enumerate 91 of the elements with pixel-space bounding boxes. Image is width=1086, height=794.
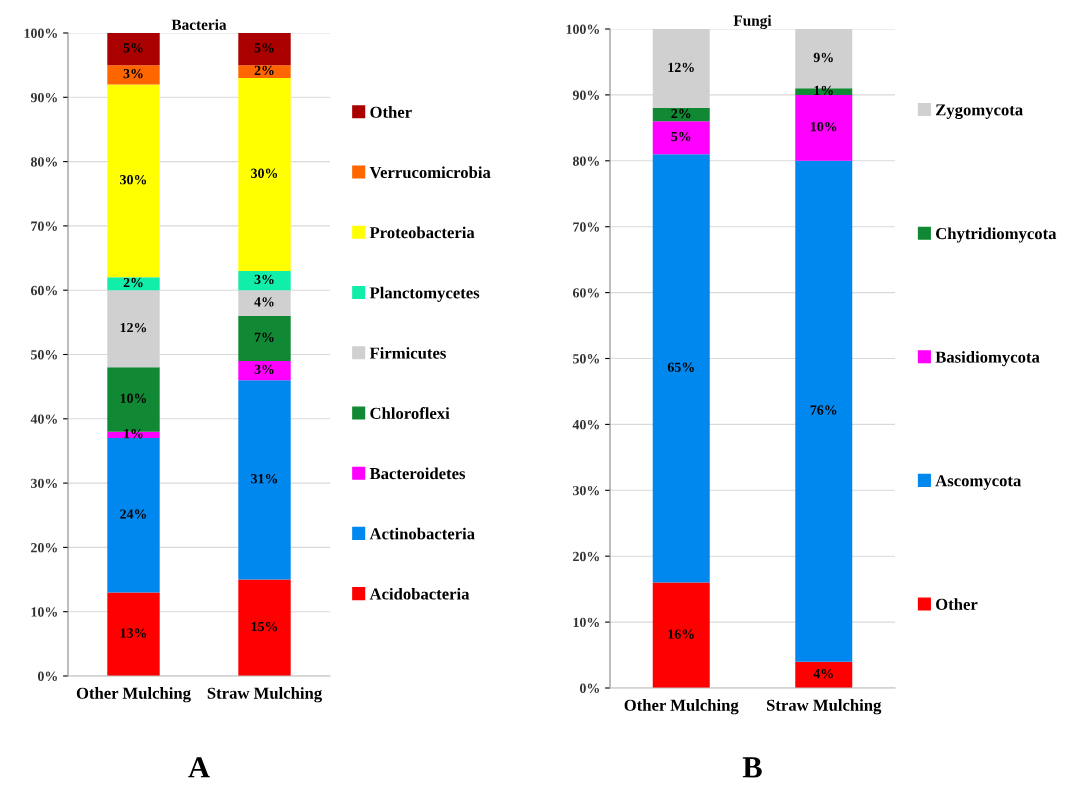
data-label: 12%: [668, 62, 694, 73]
bar: [795, 94, 853, 161]
data-label: 30%: [120, 174, 147, 185]
data-label: 2%: [671, 108, 691, 119]
y-tick-label: 50%: [31, 350, 57, 360]
legend-label: Chytridiomycota: [936, 227, 1057, 243]
data-label: 13%: [120, 628, 147, 638]
x-tick-label: Straw Mulching: [207, 687, 322, 703]
y-tick-label: 80%: [30, 157, 57, 167]
y-tick-label: 100%: [566, 24, 599, 34]
legend-label: Zygomycota: [936, 104, 1023, 119]
bar: [107, 33, 160, 66]
legend-label: Firmicutes: [369, 347, 446, 359]
y-tick-label: 90%: [30, 92, 57, 103]
data-label: 30%: [251, 168, 278, 178]
data-label: 3%: [254, 274, 274, 285]
bar: [795, 661, 853, 688]
bar: [238, 579, 291, 676]
y-tick-label: 80%: [572, 156, 599, 166]
legend-label: Other: [936, 598, 978, 610]
data-label: 2%: [123, 277, 143, 288]
legend-label: Ascomycota: [935, 475, 1022, 490]
data-label: 4%: [254, 297, 274, 307]
bar: [652, 121, 710, 155]
data-label: 3%: [254, 364, 274, 375]
legend-label: Other: [370, 106, 412, 118]
bar: [652, 154, 710, 583]
data-label: 5%: [123, 43, 143, 53]
data-label: 65%: [667, 362, 694, 372]
bar: [238, 78, 291, 271]
bar: [107, 438, 160, 593]
data-label: 5%: [671, 131, 691, 142]
bar: [795, 160, 853, 662]
data-label: 10%: [810, 121, 837, 132]
y-tick-label: 20%: [573, 551, 599, 562]
data-label: 76%: [810, 405, 837, 415]
data-label: 31%: [251, 473, 278, 484]
data-label: 2%: [254, 65, 274, 76]
bar: [238, 33, 291, 66]
y-tick-label: 60%: [30, 285, 57, 296]
bar: [652, 108, 710, 122]
y-tick-label: 30%: [31, 478, 57, 489]
bar: [238, 315, 291, 361]
x-tick-label: Other Mulching: [624, 699, 739, 715]
legend-label: Bacteroidetes: [369, 467, 466, 480]
legend-label: Chloroflexi: [370, 407, 450, 419]
legend-label: Actinobacteria: [369, 527, 475, 540]
chart-title: Fungi: [733, 15, 772, 29]
data-label: 5%: [254, 43, 274, 53]
bar: [107, 277, 160, 291]
x-tick-label: Other Mulching: [76, 687, 191, 703]
legend-label: Proteobacteria: [369, 226, 475, 239]
data-label: 12%: [120, 322, 147, 333]
y-tick-label: 70%: [31, 221, 57, 231]
legend-label: Verrucomicrobia: [369, 166, 491, 179]
bar: [652, 582, 710, 688]
y-tick-label: 50%: [573, 354, 599, 364]
data-label: 24%: [120, 509, 147, 519]
y-tick-label: 10%: [31, 607, 57, 617]
text: A: [188, 757, 210, 778]
legend-label: Planctomycetes: [369, 286, 480, 302]
bar: [238, 65, 291, 79]
bar: [107, 65, 160, 85]
x-tick-label: Straw Mulching: [767, 699, 882, 715]
y-tick-label: 60%: [572, 288, 599, 298]
data-label: 3%: [123, 68, 143, 79]
data-label: 10%: [120, 393, 147, 404]
data-label: 15%: [251, 621, 278, 632]
bar: [107, 592, 160, 676]
legend-label: Acidobacteria: [369, 587, 470, 600]
bar: [107, 84, 160, 278]
y-tick-label: 70%: [573, 222, 599, 232]
text: B: [742, 757, 762, 778]
y-tick-label: 90%: [572, 90, 599, 100]
bar: [238, 270, 291, 291]
data-label: 9%: [813, 52, 833, 63]
y-tick-label: 20%: [31, 542, 57, 553]
y-tick-label: 0%: [37, 671, 57, 681]
bar: [238, 380, 291, 580]
data-label: 4%: [813, 668, 833, 679]
y-tick-label: 40%: [572, 419, 599, 430]
y-tick-label: 10%: [573, 617, 599, 628]
y-tick-label: 40%: [30, 414, 57, 424]
chart-title: Bacteria: [171, 19, 227, 30]
y-tick-label: 0%: [579, 683, 599, 693]
data-label: 7%: [254, 332, 274, 342]
legend-label: Basidiomycota: [935, 351, 1040, 367]
y-tick-label: 100%: [24, 28, 57, 38]
y-tick-label: 30%: [573, 485, 599, 496]
bar: [238, 360, 291, 381]
data-label: 16%: [668, 629, 694, 639]
